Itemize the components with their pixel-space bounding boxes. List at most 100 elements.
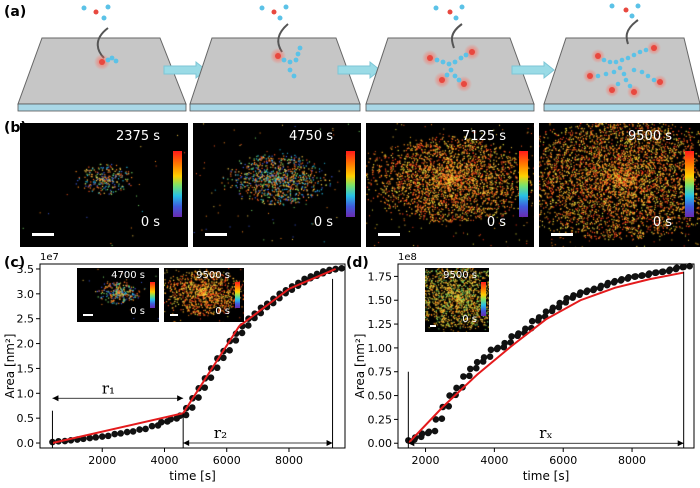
data-point bbox=[232, 337, 240, 344]
x-tick-label: 4000 bbox=[150, 454, 178, 467]
data-point bbox=[625, 274, 632, 281]
localization-map bbox=[425, 268, 489, 332]
y-tick-label: 0.25 bbox=[368, 413, 393, 426]
y-tick-label: 2.5 bbox=[17, 313, 35, 326]
y-axis-label: Area [nm²] bbox=[3, 334, 17, 399]
panel-b-image-1: 2375 s 0 s bbox=[20, 123, 188, 247]
scale-bar bbox=[551, 233, 573, 236]
data-point bbox=[460, 373, 467, 380]
inset-scale-bar bbox=[170, 314, 178, 316]
data-point bbox=[220, 354, 227, 362]
data-point bbox=[92, 434, 100, 441]
data-point bbox=[167, 415, 175, 423]
data-point bbox=[515, 330, 522, 337]
panel-c-inset-2: 9500 s 0 s bbox=[164, 268, 244, 322]
panel-d-chart: 1e8 2000 4000 6000 8000 0.00 0.25 0.50 0.75 1.00 1… bbox=[353, 252, 695, 483]
y-tick-label: 1.75 bbox=[368, 270, 393, 283]
panel-a-schematic bbox=[17, 3, 700, 112]
data-point bbox=[659, 268, 667, 275]
data-point bbox=[111, 430, 118, 438]
data-point bbox=[98, 433, 106, 440]
inset-time-label: 9500 s bbox=[443, 270, 477, 281]
data-point bbox=[432, 416, 440, 423]
data-point bbox=[604, 279, 612, 287]
data-point bbox=[501, 339, 508, 347]
inset-zero-label: 0 s bbox=[462, 314, 477, 325]
data-point bbox=[556, 299, 564, 307]
arrow-2 bbox=[337, 60, 381, 80]
x-axis-label: time [s] bbox=[169, 469, 216, 483]
r1-label: r₁ bbox=[102, 379, 115, 397]
data-point bbox=[213, 364, 221, 372]
data-point bbox=[472, 364, 480, 372]
y-tick-label: 0.75 bbox=[368, 366, 393, 379]
rx-arrowhead-left bbox=[408, 440, 415, 447]
inset-colorbar bbox=[481, 282, 486, 316]
data-point bbox=[148, 422, 156, 430]
y-tick-label: 2.0 bbox=[17, 338, 35, 351]
y-tick-label: 1.25 bbox=[368, 318, 393, 331]
data-point bbox=[425, 428, 433, 436]
r2-arrowhead-right bbox=[326, 440, 333, 447]
time-label: 2375 s bbox=[116, 129, 160, 144]
y-tick-label: 0.00 bbox=[368, 437, 393, 450]
r2-arrowhead-left bbox=[183, 440, 190, 447]
data-point bbox=[453, 384, 460, 392]
localization-map bbox=[77, 268, 159, 322]
data-point bbox=[507, 339, 514, 346]
data-point bbox=[639, 272, 646, 279]
y-tick-label: 0.0 bbox=[17, 437, 35, 450]
scale-bar bbox=[205, 233, 227, 236]
data-point bbox=[590, 285, 598, 293]
plot-frame bbox=[39, 263, 346, 449]
data-point bbox=[577, 289, 584, 296]
data-point bbox=[244, 322, 252, 329]
panel-d-label: (d) bbox=[346, 255, 369, 271]
inset-zero-label: 0 s bbox=[130, 306, 145, 317]
y-tick-label: 1.00 bbox=[368, 342, 393, 355]
data-point bbox=[158, 418, 165, 426]
r1-arrowhead-left bbox=[52, 395, 59, 402]
x-tick-label: 2000 bbox=[88, 454, 116, 467]
panel-d-inset: 9500 s 0 s bbox=[425, 268, 489, 332]
data-point bbox=[597, 282, 605, 290]
data-point bbox=[182, 411, 190, 419]
time-label: 7125 s bbox=[462, 129, 506, 144]
data-point bbox=[480, 354, 488, 361]
localization-map bbox=[193, 123, 361, 247]
fit-line bbox=[52, 268, 337, 445]
localization-map bbox=[164, 268, 244, 322]
data-point bbox=[123, 428, 131, 436]
data-point bbox=[207, 374, 215, 381]
panel-c-inset-1: 4700 s 0 s bbox=[77, 268, 159, 322]
panel-c-chart: 1e7 2000 4000 6000 8000 0.0 0.5 1.0 1.5 2.0 2.5 3.0… bbox=[3, 252, 346, 483]
data-point bbox=[618, 275, 626, 283]
data-point bbox=[446, 392, 453, 399]
data-point bbox=[238, 329, 246, 337]
data-point bbox=[418, 430, 426, 437]
axis-offset-label: 1e7 bbox=[40, 252, 59, 263]
x-tick-label: 6000 bbox=[549, 454, 577, 467]
data-point bbox=[117, 430, 124, 437]
panel-b-image-2: 4750 s 0 s bbox=[193, 123, 361, 247]
data-point bbox=[188, 404, 196, 411]
data-point bbox=[431, 427, 439, 435]
data-point bbox=[611, 277, 619, 285]
colorbar bbox=[685, 151, 694, 217]
time-label: 4750 s bbox=[289, 129, 333, 144]
panel-c-label: (c) bbox=[4, 255, 26, 271]
data-point bbox=[528, 317, 536, 325]
data-point bbox=[142, 425, 149, 433]
inset-zero-label: 0 s bbox=[215, 306, 230, 317]
x-tick-label: 8000 bbox=[275, 454, 303, 467]
data-point bbox=[473, 358, 481, 366]
data-point bbox=[522, 325, 529, 333]
data-point bbox=[563, 295, 570, 302]
inset-colorbar bbox=[235, 282, 240, 308]
data-point bbox=[466, 372, 473, 380]
x-tick-label: 2000 bbox=[412, 454, 440, 467]
rx-arrowhead-right bbox=[677, 440, 684, 447]
x-tick-label: 8000 bbox=[618, 454, 646, 467]
colorbar bbox=[346, 151, 355, 217]
